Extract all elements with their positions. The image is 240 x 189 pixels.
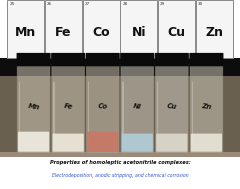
- Bar: [53, 82, 55, 143]
- Bar: [45, 0, 82, 58]
- Text: Fe: Fe: [63, 103, 73, 110]
- Text: Co: Co: [92, 26, 110, 39]
- FancyBboxPatch shape: [120, 53, 154, 66]
- Bar: [83, 0, 120, 58]
- FancyBboxPatch shape: [86, 53, 120, 66]
- FancyBboxPatch shape: [155, 53, 189, 66]
- Text: 28: 28: [122, 2, 128, 6]
- Bar: [122, 82, 124, 143]
- FancyBboxPatch shape: [156, 64, 188, 153]
- Text: 29: 29: [160, 2, 165, 6]
- Bar: [88, 82, 89, 143]
- Bar: [7, 0, 44, 58]
- FancyBboxPatch shape: [17, 53, 51, 66]
- FancyBboxPatch shape: [121, 64, 154, 153]
- FancyBboxPatch shape: [189, 53, 223, 66]
- Bar: [196, 0, 233, 58]
- Bar: [19, 82, 20, 143]
- FancyBboxPatch shape: [191, 134, 222, 152]
- Text: Zn: Zn: [205, 26, 223, 39]
- Text: Electrodeposition, anodic stripping, and chemical corrosion: Electrodeposition, anodic stripping, and…: [52, 173, 188, 178]
- Bar: [0, 58, 240, 76]
- FancyBboxPatch shape: [53, 134, 84, 152]
- Text: 26: 26: [47, 2, 52, 6]
- FancyBboxPatch shape: [52, 64, 84, 153]
- FancyBboxPatch shape: [18, 132, 49, 152]
- Bar: [120, 0, 157, 58]
- Text: Mn: Mn: [15, 26, 36, 39]
- Text: Cu: Cu: [167, 103, 177, 110]
- Text: Co: Co: [97, 103, 108, 110]
- Text: 30: 30: [198, 2, 203, 6]
- Bar: [158, 0, 195, 58]
- Bar: [192, 82, 193, 143]
- Text: Properties of homoleptic acetonitrile complexes:: Properties of homoleptic acetonitrile co…: [50, 160, 190, 165]
- Text: 27: 27: [85, 2, 90, 6]
- Bar: [0, 152, 240, 157]
- FancyBboxPatch shape: [122, 134, 153, 152]
- Text: Zn: Zn: [201, 103, 212, 110]
- Text: Ni: Ni: [133, 103, 142, 110]
- FancyBboxPatch shape: [86, 64, 119, 153]
- Text: Cu: Cu: [168, 26, 186, 39]
- Text: Mn: Mn: [27, 103, 40, 110]
- FancyBboxPatch shape: [156, 134, 187, 152]
- FancyBboxPatch shape: [190, 64, 223, 153]
- Text: Ni: Ni: [132, 26, 146, 39]
- Text: Fe: Fe: [55, 26, 72, 39]
- FancyBboxPatch shape: [51, 53, 85, 66]
- Text: 25: 25: [9, 2, 15, 6]
- FancyBboxPatch shape: [87, 132, 118, 152]
- FancyBboxPatch shape: [17, 64, 50, 153]
- Bar: [157, 82, 158, 143]
- Bar: [0, 58, 240, 157]
